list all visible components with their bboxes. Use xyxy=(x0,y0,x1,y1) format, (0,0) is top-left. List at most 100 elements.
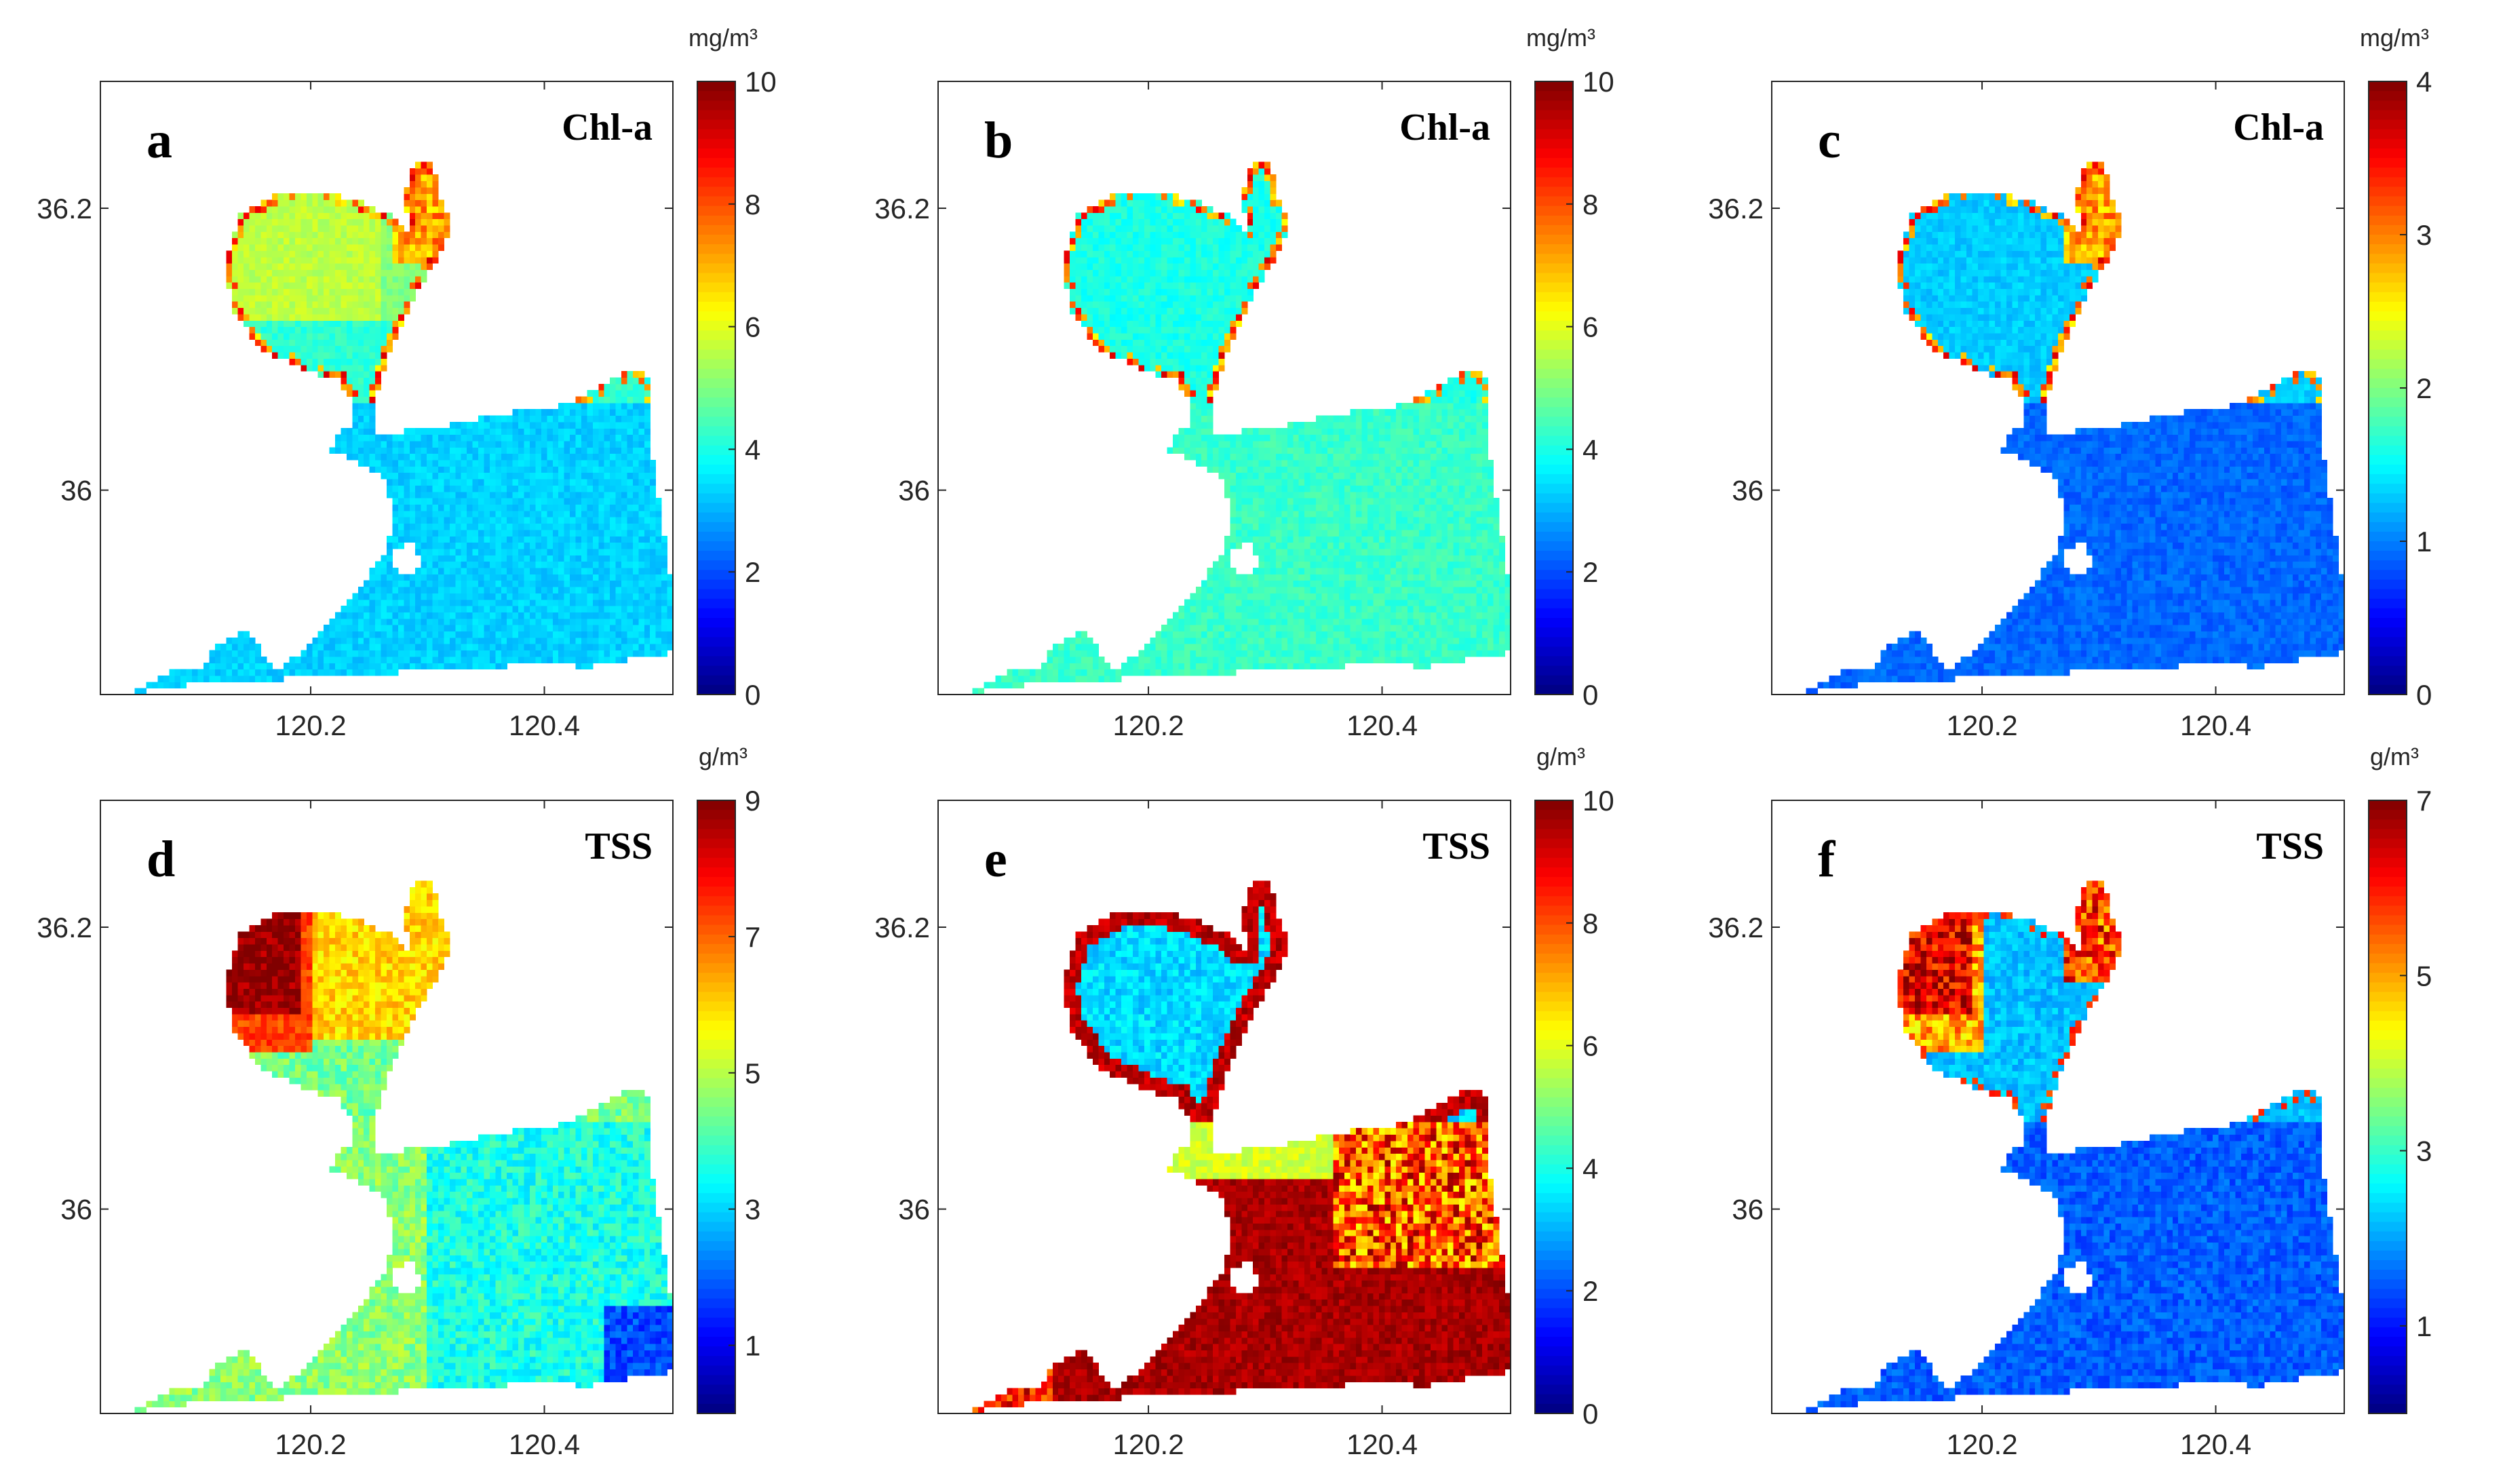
heatmap-cell xyxy=(421,631,427,638)
heatmap-cell xyxy=(627,491,634,499)
heatmap-cell xyxy=(421,428,427,435)
heatmap-cell xyxy=(300,663,307,670)
heatmap-cell xyxy=(455,650,462,657)
heatmap-cell xyxy=(1276,650,1282,657)
heatmap-cell xyxy=(404,656,410,663)
heatmap-cell xyxy=(381,250,387,258)
heatmap-cell xyxy=(197,675,204,682)
heatmap-cell xyxy=(518,599,525,606)
heatmap-cell xyxy=(277,237,284,245)
heatmap-cell xyxy=(1190,618,1197,625)
heatmap-cell xyxy=(381,561,387,568)
heatmap-cell xyxy=(501,631,507,638)
heatmap-cell xyxy=(409,529,416,536)
heatmap-cell xyxy=(610,644,617,651)
heatmap-cell xyxy=(1276,656,1282,663)
heatmap-cell xyxy=(1224,472,1230,480)
heatmap-cell xyxy=(1481,650,1488,657)
heatmap-cell xyxy=(1448,650,1454,657)
heatmap-cell xyxy=(317,371,324,378)
heatmap-cell xyxy=(1453,510,1460,518)
heatmap-cell xyxy=(1207,656,1213,663)
heatmap-cell xyxy=(570,656,577,663)
heatmap-cell xyxy=(581,587,587,593)
heatmap-cell xyxy=(1356,485,1363,492)
heatmap-cell xyxy=(335,333,341,340)
heatmap-cell xyxy=(1241,612,1248,619)
heatmap-cell xyxy=(461,460,467,467)
heatmap-cell xyxy=(1316,580,1322,587)
heatmap-cell xyxy=(244,637,250,644)
heatmap-cell xyxy=(638,631,645,638)
heatmap-cell xyxy=(1127,669,1133,676)
heatmap-cell xyxy=(1459,631,1465,638)
heatmap-cell xyxy=(1453,587,1460,593)
heatmap-cell xyxy=(638,510,645,518)
heatmap-cell xyxy=(404,663,410,670)
heatmap-cell xyxy=(461,421,467,429)
heatmap-cell xyxy=(541,472,547,480)
heatmap-cell xyxy=(615,637,622,644)
heatmap-cell xyxy=(1327,561,1334,568)
heatmap-cell xyxy=(564,587,570,593)
heatmap-cell xyxy=(1373,568,1380,574)
heatmap-cell xyxy=(1333,523,1340,530)
heatmap-cell xyxy=(1390,599,1397,606)
heatmap-cell xyxy=(610,656,617,663)
heatmap-cell xyxy=(364,663,370,670)
heatmap-cell xyxy=(1441,612,1448,619)
heatmap-cell xyxy=(1459,599,1465,606)
heatmap-cell xyxy=(592,555,599,562)
heatmap-cell xyxy=(409,637,416,644)
heatmap-cell xyxy=(547,440,554,448)
heatmap-cell xyxy=(1413,568,1420,574)
heatmap-cell xyxy=(317,206,324,213)
heatmap-cell xyxy=(1367,542,1374,549)
heatmap-cell xyxy=(530,618,536,625)
heatmap-cell xyxy=(1378,472,1385,480)
colorbar-segment xyxy=(697,426,735,437)
heatmap-cell xyxy=(615,402,622,410)
heatmap-cell xyxy=(232,256,239,264)
heatmap-cell xyxy=(409,434,416,442)
heatmap-cell xyxy=(484,631,490,638)
heatmap-cell xyxy=(397,244,404,251)
heatmap-cell xyxy=(1224,479,1230,486)
heatmap-cell xyxy=(335,326,341,334)
heatmap-cell xyxy=(489,421,496,429)
heatmap-cell xyxy=(1413,618,1420,625)
heatmap-cell xyxy=(1258,618,1265,625)
heatmap-cell xyxy=(1298,498,1305,505)
heatmap-cell xyxy=(1493,504,1500,511)
heatmap-cell xyxy=(1287,644,1294,651)
heatmap-cell xyxy=(1281,631,1288,638)
heatmap-cell xyxy=(575,517,582,524)
colorbar-segment xyxy=(697,282,735,293)
heatmap-cell xyxy=(1488,593,1494,600)
heatmap-cell xyxy=(404,504,410,511)
heatmap-cell xyxy=(1401,491,1408,499)
heatmap-cell xyxy=(1104,669,1110,676)
heatmap-cell xyxy=(1441,656,1448,663)
heatmap-cell xyxy=(1310,618,1317,625)
heatmap-cell xyxy=(1338,517,1345,524)
heatmap-cell xyxy=(375,282,382,289)
heatmap-cell xyxy=(564,574,570,581)
heatmap-cell xyxy=(1007,669,1013,676)
heatmap-cell xyxy=(352,599,359,606)
heatmap-cell xyxy=(364,580,370,587)
heatmap-cell xyxy=(570,472,577,480)
heatmap-cell xyxy=(604,529,610,536)
heatmap-cell xyxy=(249,212,256,220)
heatmap-cell xyxy=(524,453,530,461)
heatmap-cell xyxy=(387,275,393,283)
heatmap-cell xyxy=(352,663,359,670)
heatmap-cell xyxy=(610,409,617,416)
heatmap-cell xyxy=(461,510,467,518)
heatmap-cell xyxy=(1350,612,1357,619)
heatmap-cell xyxy=(1378,580,1385,587)
heatmap-cell xyxy=(1293,529,1300,536)
heatmap-cell xyxy=(1155,650,1162,657)
heatmap-cell xyxy=(1470,606,1477,612)
heatmap-cell xyxy=(615,390,622,397)
